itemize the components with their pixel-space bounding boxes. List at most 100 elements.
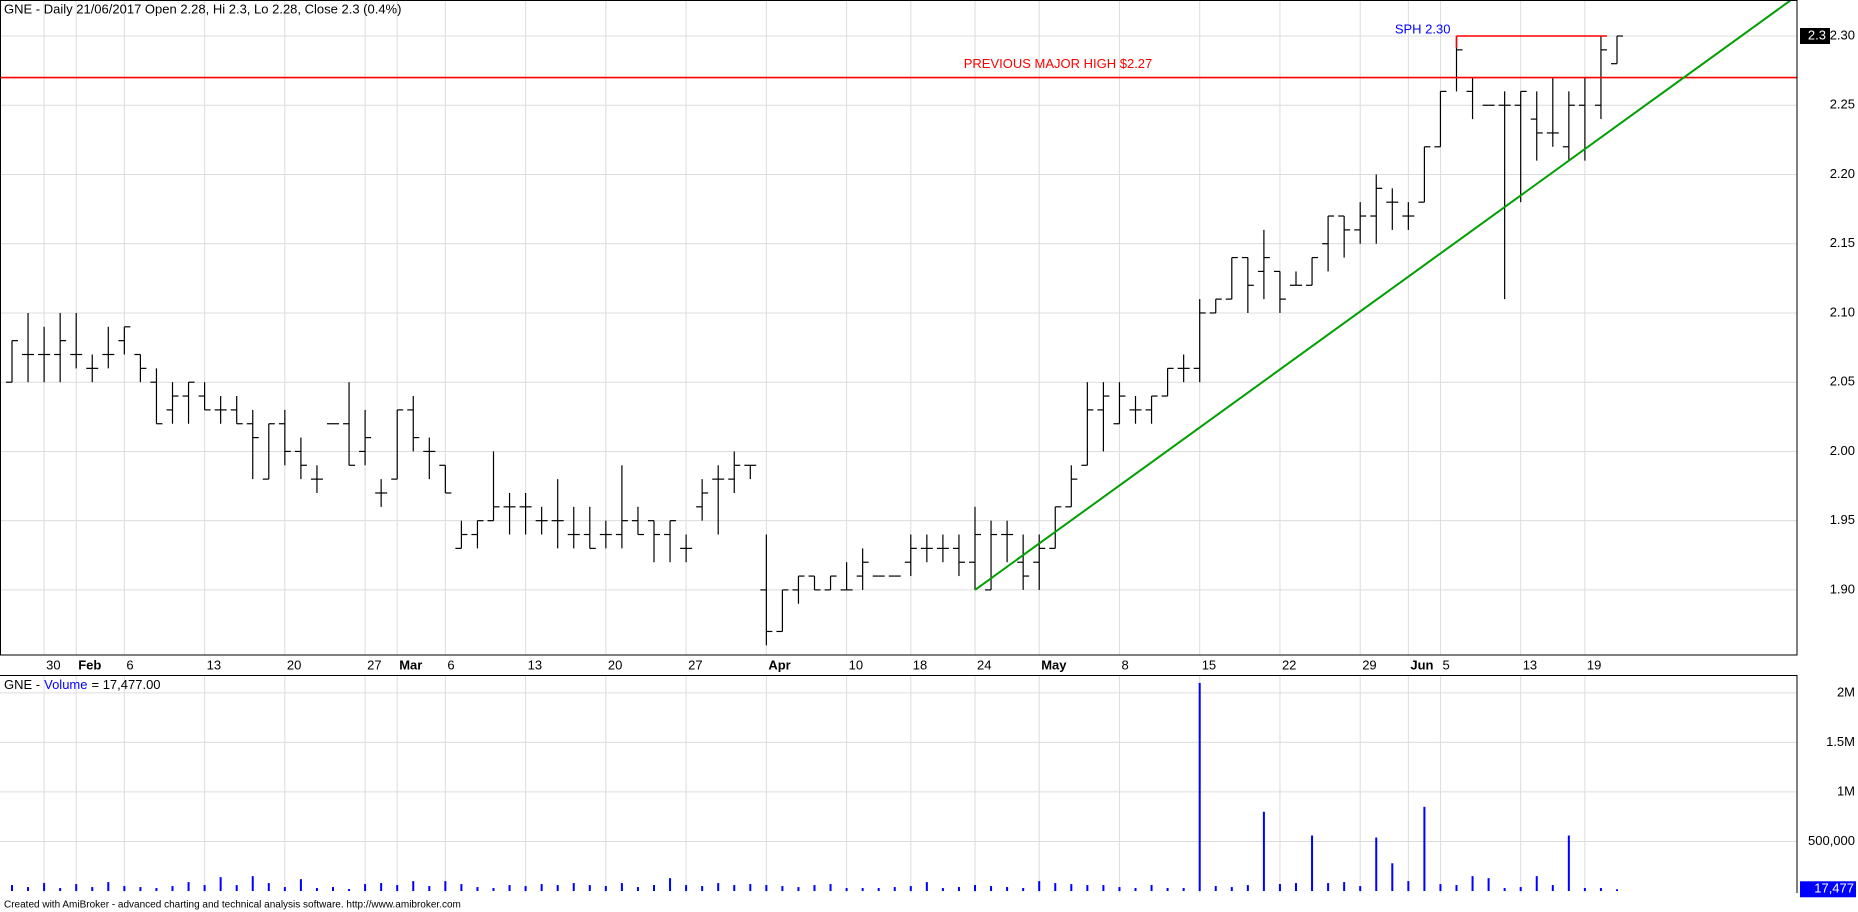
- y-tick-label: 1M: [1837, 783, 1855, 798]
- x-tick-label: 22: [1282, 657, 1296, 672]
- volume-bar: [861, 888, 864, 892]
- volume-bar: [797, 887, 800, 892]
- x-tick-label: 10: [849, 657, 863, 672]
- y-tick-label: 2.20: [1830, 166, 1855, 181]
- y-tick-label: 2.00: [1830, 443, 1855, 458]
- volume-bar: [11, 885, 13, 892]
- volume-title: GNE - Volume = 17,477.00: [4, 677, 161, 692]
- volume-title-name: Volume: [44, 677, 87, 692]
- volume-bar: [364, 884, 367, 892]
- volume-bar: [428, 886, 431, 892]
- volume-bar: [171, 886, 174, 892]
- volume-bar: [829, 884, 832, 892]
- footer: Created with AmiBroker - advanced charti…: [4, 900, 461, 911]
- volume-bar: [1455, 885, 1458, 892]
- volume-bar: [877, 888, 880, 892]
- volume-bar: [332, 887, 334, 892]
- volume-bar: [396, 885, 399, 892]
- volume-bar: [685, 885, 688, 892]
- volume-bar: [1102, 885, 1105, 892]
- y-tick-label: 2.05: [1830, 374, 1855, 389]
- y-tick-label: 2.25: [1830, 97, 1855, 112]
- x-tick-label: 13: [1523, 657, 1537, 672]
- volume-bar: [1519, 887, 1522, 892]
- x-tick-label: 19: [1587, 657, 1601, 672]
- volume-bar: [1198, 682, 1201, 892]
- x-tick-label: 18: [913, 657, 927, 672]
- x-tick-label: 15: [1202, 657, 1216, 672]
- volume-bar: [59, 888, 62, 892]
- volume-bar: [813, 885, 816, 892]
- x-tick-label: 20: [287, 657, 301, 672]
- volume-bar: [1262, 811, 1265, 892]
- volume-bar: [909, 886, 912, 892]
- volume-bar: [653, 885, 655, 892]
- volume-bar: [620, 883, 623, 892]
- volume-bar: [299, 879, 302, 892]
- volume-title-symbol: GNE -: [4, 677, 40, 692]
- grid-layer: [0, 0, 1797, 893]
- trendline: [974, 0, 1793, 591]
- x-tick-label: 30: [46, 657, 60, 672]
- y-tick-label: 500,000: [1808, 833, 1855, 848]
- y-tick-label: 2M: [1837, 684, 1855, 699]
- volume-bar: [1295, 883, 1297, 892]
- volume-bar: [123, 886, 126, 892]
- volume-bar: [1214, 886, 1217, 892]
- volume-bar: [1118, 887, 1121, 892]
- volume-bar: [444, 881, 447, 892]
- volume-bar: [957, 887, 960, 892]
- x-tick-label: 6: [126, 657, 133, 672]
- volume-bar: [1070, 884, 1073, 892]
- x-tick-label: 13: [528, 657, 542, 672]
- volume-bar: [1054, 883, 1057, 892]
- x-month-label: Mar: [399, 657, 422, 672]
- volume-bar: [974, 885, 976, 892]
- y-tick-label: 2.30: [1830, 27, 1855, 42]
- volume-bar: [75, 884, 78, 892]
- volume-bar: [348, 889, 351, 892]
- volume-bar: [1022, 888, 1025, 892]
- volume-bar: [1535, 876, 1538, 892]
- volume-bar: [604, 886, 607, 892]
- x-tick-label: 13: [207, 657, 221, 672]
- price-frame: [0, 0, 1798, 656]
- volume-bar: [107, 882, 110, 892]
- volume-bar: [588, 885, 591, 892]
- volume-bar: [1166, 888, 1169, 892]
- volume-bar: [1407, 881, 1410, 892]
- x-month-label: Apr: [768, 657, 790, 672]
- volume-bar: [155, 888, 158, 892]
- volume-bar: [1583, 888, 1586, 892]
- volume-bar: [1278, 884, 1281, 892]
- volume-bar: [1006, 887, 1009, 892]
- volume-bar: [508, 885, 511, 892]
- price-title: GNE - Daily 21/06/2017 Open 2.28, Hi 2.3…: [4, 1, 401, 16]
- volume-bar: [845, 888, 848, 892]
- volume-bar: [219, 877, 222, 892]
- volume-bar: [476, 887, 479, 892]
- volume-title-value: = 17,477.00: [92, 677, 161, 692]
- volume-bar: [1359, 886, 1362, 892]
- volume-bar: [733, 885, 736, 892]
- x-tick-label: 29: [1362, 657, 1376, 672]
- volume-bar: [701, 886, 704, 892]
- volume-bar: [1423, 806, 1426, 892]
- y-tick-label: 1.5M: [1826, 734, 1855, 749]
- volume-bar: [1246, 885, 1249, 892]
- mark-layer: [0, 0, 1797, 892]
- volume-bar: [1343, 882, 1346, 892]
- last-value-label: 2.3: [1808, 27, 1826, 42]
- volume-bar: [235, 885, 238, 892]
- volume-bar: [781, 886, 784, 892]
- volume-bar: [540, 884, 543, 892]
- volume-bar: [1134, 888, 1137, 892]
- volume-bar: [1503, 888, 1506, 892]
- volume-bar: [925, 882, 928, 892]
- x-month-label: May: [1041, 657, 1067, 672]
- volume-bar: [1375, 837, 1378, 892]
- volume-bar: [267, 883, 270, 892]
- volume-bar: [203, 885, 206, 892]
